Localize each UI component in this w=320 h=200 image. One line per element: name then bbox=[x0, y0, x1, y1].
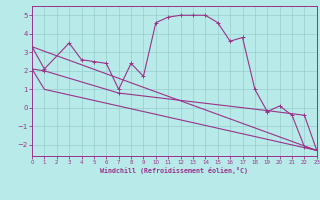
X-axis label: Windchill (Refroidissement éolien,°C): Windchill (Refroidissement éolien,°C) bbox=[100, 167, 248, 174]
